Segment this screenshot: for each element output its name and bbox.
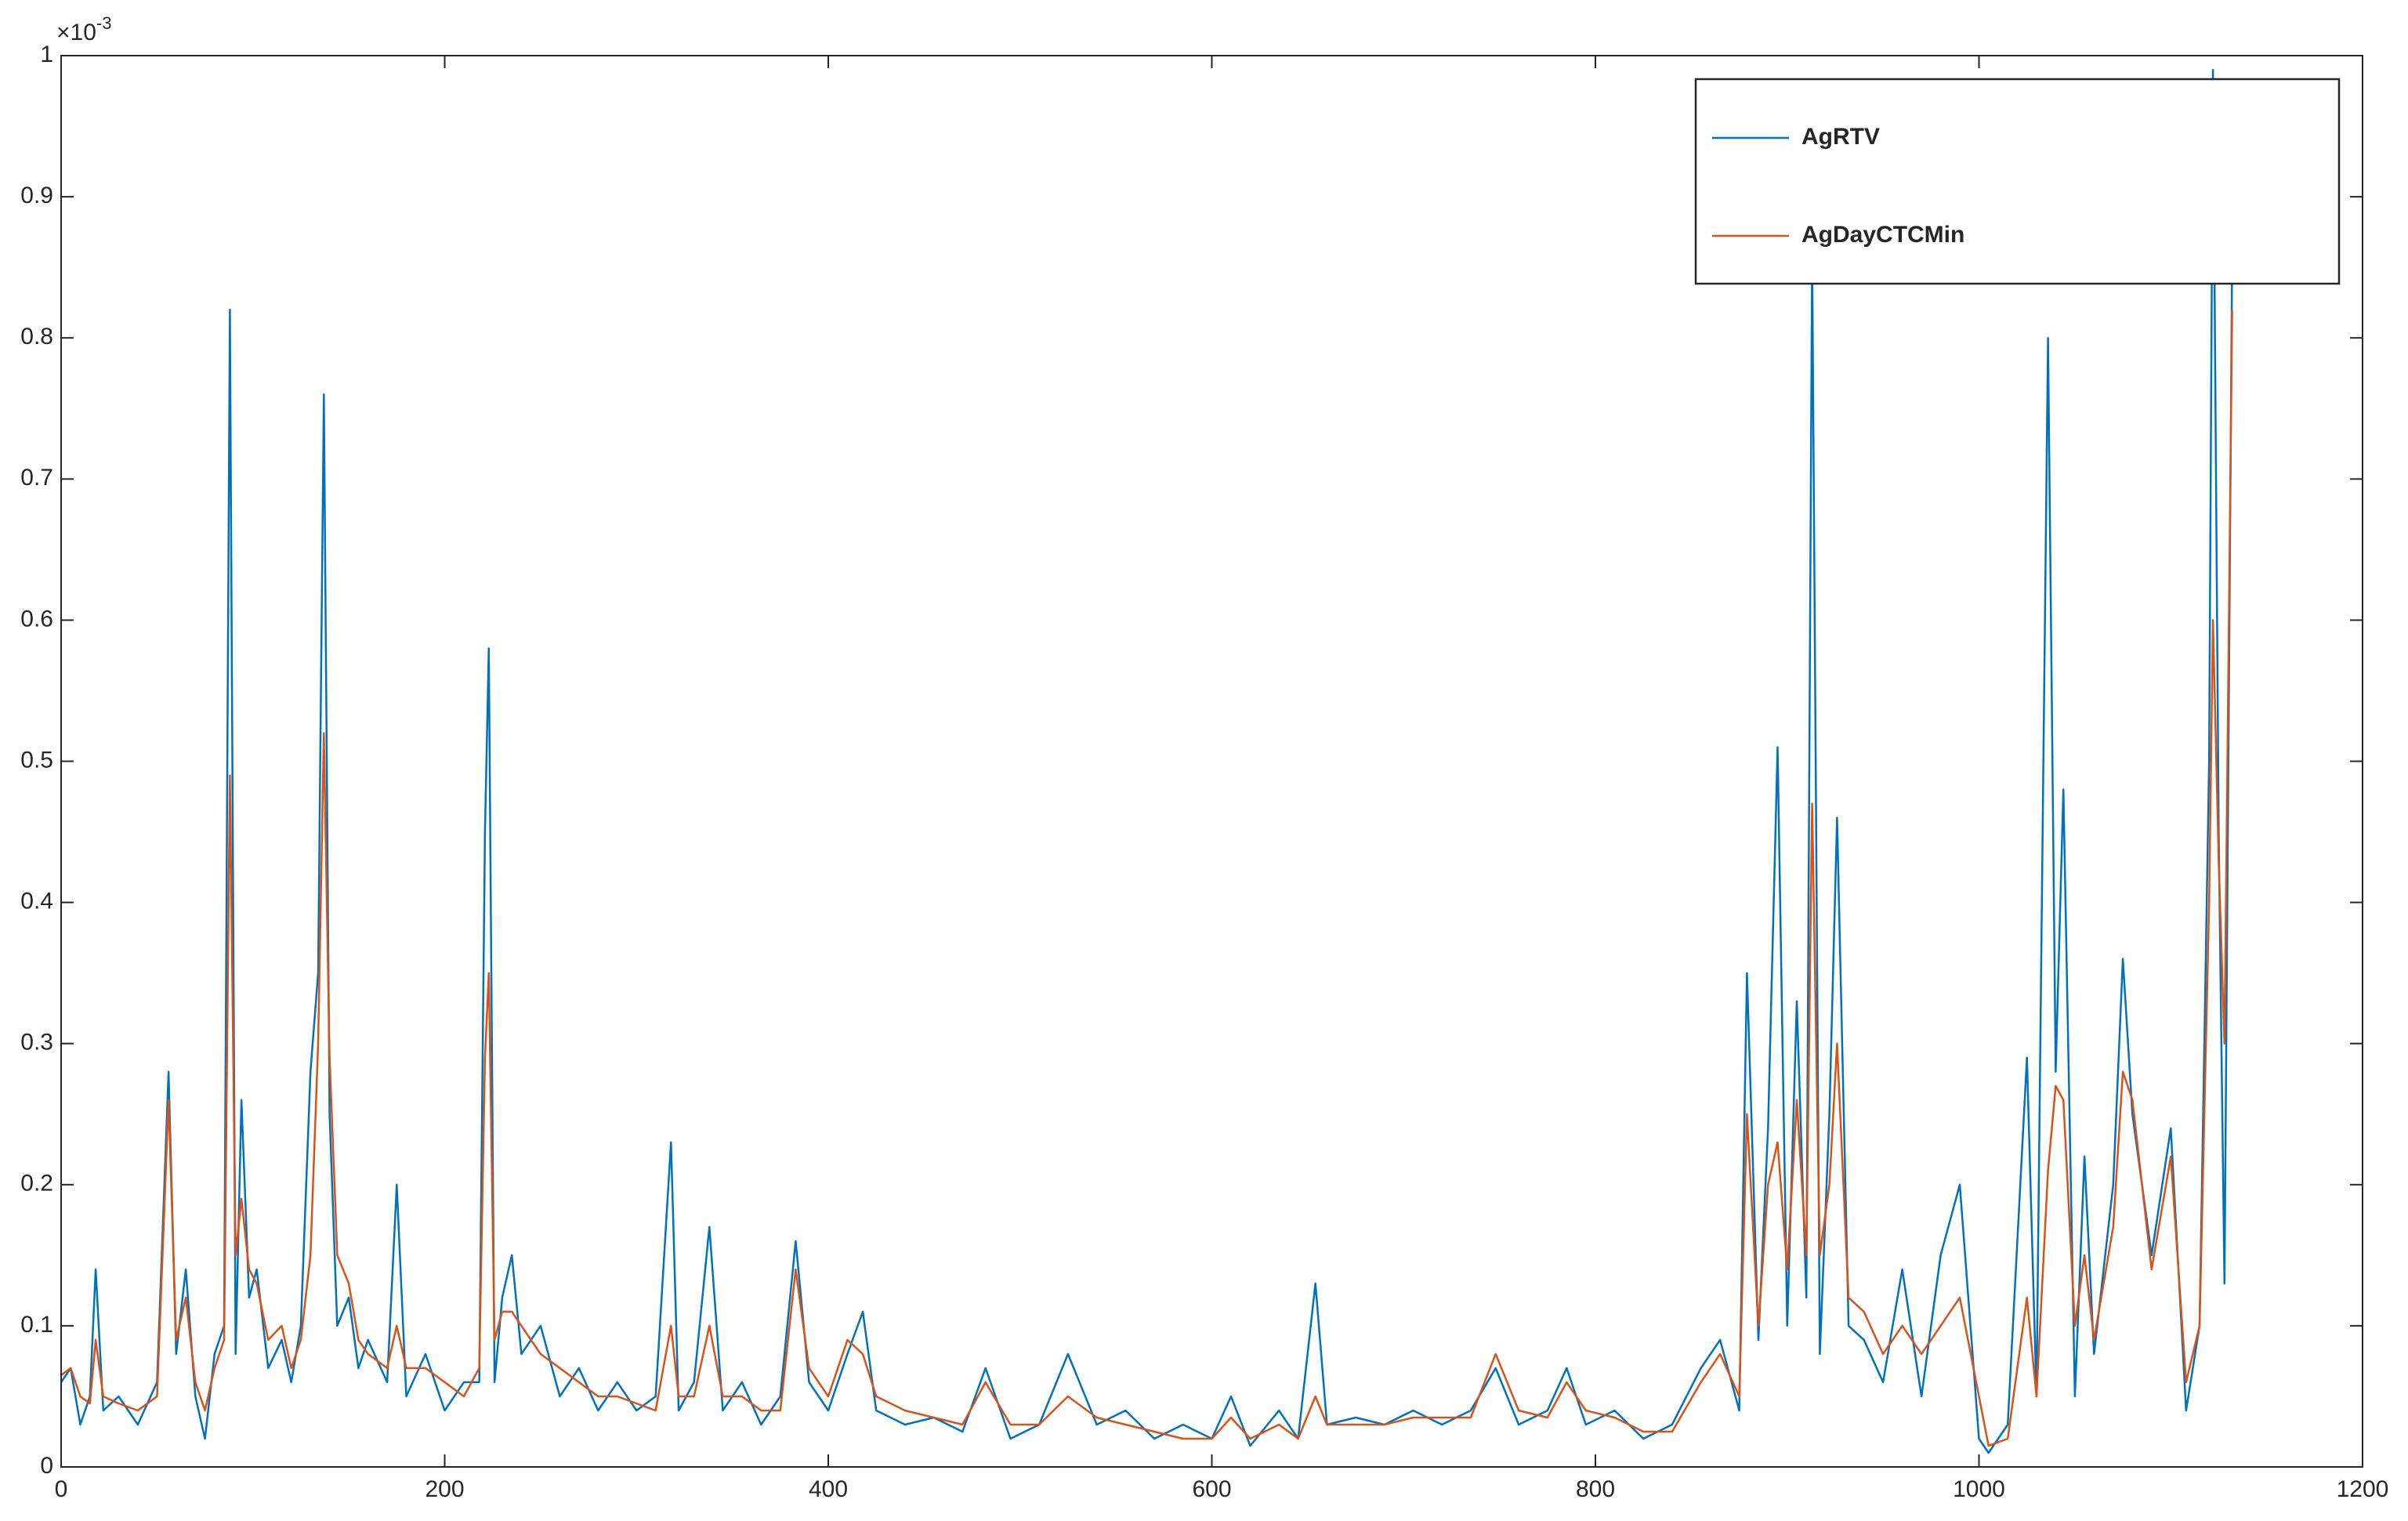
y-multiplier: ×10-3	[56, 13, 111, 45]
legend-label: AgDayCTCMin	[1801, 222, 1964, 248]
y-tick-label: 0.5	[20, 747, 53, 773]
legend-box	[1694, 78, 2341, 285]
x-tick-label: 800	[1576, 1476, 1615, 1502]
legend-label: AgRTV	[1801, 124, 1880, 150]
x-tick-label: 1200	[2337, 1476, 2389, 1502]
y-tick-label: 0.3	[20, 1030, 53, 1056]
x-tick-label: 0	[55, 1476, 68, 1502]
x-tick-label: 1000	[1953, 1476, 2005, 1502]
y-tick-label: 0.8	[20, 324, 53, 349]
y-tick-label: 0.9	[20, 183, 53, 208]
y-tick-label: 0.2	[20, 1171, 53, 1197]
y-multiplier-base: ×10	[56, 20, 96, 45]
y-tick-label: 0.7	[20, 465, 53, 491]
y-tick-label: 0.4	[20, 889, 53, 914]
axes-box	[60, 55, 2363, 1468]
x-tick-label: 400	[809, 1476, 848, 1502]
y-multiplier-power: -3	[96, 13, 112, 33]
x-tick-label: 200	[425, 1476, 464, 1502]
y-tick-label: 0.6	[20, 606, 53, 632]
y-tick-label: 0	[40, 1453, 53, 1479]
data-line	[60, 310, 2233, 1447]
y-tick-label: 1	[40, 42, 53, 67]
y-tick-label: 0.1	[20, 1312, 53, 1338]
x-tick-label: 600	[1192, 1476, 1231, 1502]
